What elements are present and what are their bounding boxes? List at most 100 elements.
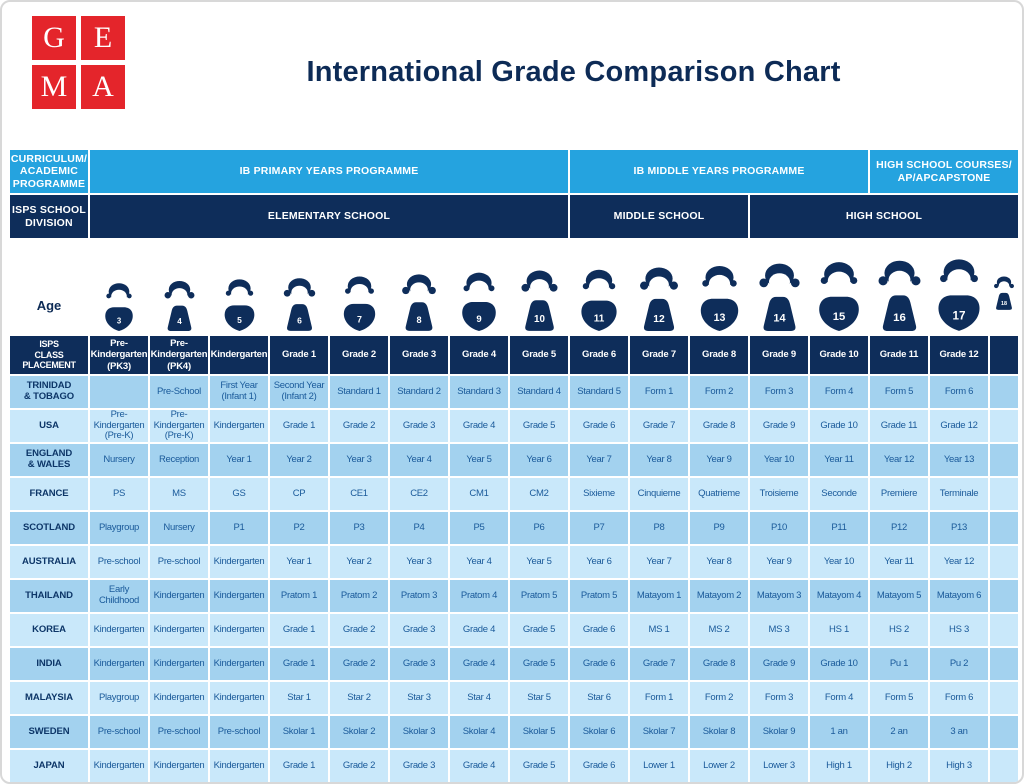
- grade-cell-cutoff: [990, 648, 1018, 680]
- grade-cell: Star 6: [570, 682, 628, 714]
- gema-logo: G E M A: [32, 16, 125, 109]
- class-placement-cell: Grade 8: [690, 336, 748, 374]
- grade-cell: Pre-school: [210, 716, 268, 748]
- grade-cell: Form 3: [750, 682, 808, 714]
- grade-cell: MS 2: [690, 614, 748, 646]
- grade-cell: Grade 5: [510, 750, 568, 782]
- country-label: TRINIDAD & TOBAGO: [10, 376, 88, 408]
- grade-cell: Grade 4: [450, 614, 508, 646]
- class-placement-cell: Pre- Kindergarten (PK4): [150, 336, 208, 374]
- grade-cell: Year 3: [330, 444, 388, 476]
- grade-cell: Matayom 2: [690, 580, 748, 612]
- grade-cell: MS: [150, 478, 208, 510]
- grade-cell: Kindergarten: [90, 614, 148, 646]
- age-icon-slot: 18: [990, 253, 1018, 336]
- grade-cell: Year 12: [930, 546, 988, 578]
- svg-text:13: 13: [713, 312, 725, 324]
- grade-cell: Skolar 9: [750, 716, 808, 748]
- grade-cell: Grade 2: [330, 614, 388, 646]
- grade-cell: Grade 9: [750, 410, 808, 442]
- grade-cell: Year 8: [630, 444, 688, 476]
- class-placement-cell: Grade 1: [270, 336, 328, 374]
- grade-cell: High 1: [810, 750, 868, 782]
- grade-cell: Kindergarten: [210, 580, 268, 612]
- grade-cell: Pre- Kindergarten (Pre-K): [90, 409, 148, 442]
- grade-cell: Kindergarten: [210, 682, 268, 714]
- grade-cell: Grade 12: [930, 410, 988, 442]
- grade-cell: Year 2: [270, 444, 328, 476]
- grade-cell: Matayom 5: [870, 580, 928, 612]
- grade-cell: P4: [390, 512, 448, 544]
- grade-cell: P13: [930, 512, 988, 544]
- class-placement-cell-cutoff: [990, 336, 1018, 374]
- grade-cell: Grade 5: [510, 648, 568, 680]
- division-band: ELEMENTARY SCHOOL: [90, 195, 568, 238]
- grade-cell: Form 5: [870, 376, 928, 408]
- grade-cell: Kindergarten: [150, 750, 208, 782]
- grade-cell-cutoff: [990, 478, 1018, 510]
- grade-cell: Form 2: [690, 682, 748, 714]
- grade-cell: Lower 2: [690, 750, 748, 782]
- grade-cell: Kindergarten: [210, 546, 268, 578]
- class-placement-cell: Grade 4: [450, 336, 508, 374]
- grade-cell: GS: [210, 478, 268, 510]
- grade-cell: Pratom 5: [510, 580, 568, 612]
- class-placement-cell: Grade 5: [510, 336, 568, 374]
- boy-child-icon: 7: [343, 276, 375, 331]
- grade-cell: Grade 8: [690, 410, 748, 442]
- grade-cell: Early Childhood: [90, 580, 148, 612]
- girl-child-icon: 8: [402, 274, 436, 331]
- grade-cell: Sixieme: [570, 478, 628, 510]
- grade-cell: Reception: [150, 444, 208, 476]
- grade-cell: P10: [750, 512, 808, 544]
- grade-cell: Grade 7: [630, 410, 688, 442]
- age-row: Age 3 4 5 6 7 8 9 10 11 12 13 14 15 16 17 18: [10, 238, 1014, 336]
- grade-cell: Kindergarten: [150, 614, 208, 646]
- grade-cell-cutoff: [990, 546, 1018, 578]
- grade-cell: Skolar 5: [510, 716, 568, 748]
- boy-child-icon: 11: [581, 269, 617, 331]
- age-icon-slot: 9: [450, 269, 508, 336]
- grade-cell: P2: [270, 512, 328, 544]
- svg-text:15: 15: [833, 311, 846, 323]
- grade-cell: Skolar 3: [390, 716, 448, 748]
- svg-text:3: 3: [117, 317, 122, 326]
- grade-cell: Skolar 8: [690, 716, 748, 748]
- boy-child-icon: 15: [819, 262, 859, 331]
- grade-cell: P7: [570, 512, 628, 544]
- grade-cell: Form 1: [630, 682, 688, 714]
- page-header: G E M A International Grade Comparison C…: [2, 2, 1022, 150]
- grade-cell: CM2: [510, 478, 568, 510]
- grade-cell: CE2: [390, 478, 448, 510]
- grade-cell: CE1: [330, 478, 388, 510]
- grade-cell: Grade 2: [330, 410, 388, 442]
- grade-cell: Year 8: [690, 546, 748, 578]
- grade-cell: Grade 1: [270, 410, 328, 442]
- grade-cell: MS 1: [630, 614, 688, 646]
- grade-cell: Year 6: [510, 444, 568, 476]
- grade-cell: High 2: [870, 750, 928, 782]
- age-icon-slot: 6: [270, 275, 328, 336]
- grade-cell: Skolar 1: [270, 716, 328, 748]
- grade-cell: Year 3: [390, 546, 448, 578]
- class-placement-label: ISPS CLASS PLACEMENT: [10, 336, 88, 374]
- division-band: MIDDLE SCHOOL: [570, 195, 748, 238]
- grade-cell: Year 1: [210, 444, 268, 476]
- country-label: ENGLAND & WALES: [10, 444, 88, 476]
- grade-cell: Pratom 3: [390, 580, 448, 612]
- placement-and-countries: ISPS CLASS PLACEMENT Pre- Kindergarten (P…: [10, 336, 1018, 782]
- boy-child-icon: 3: [105, 283, 133, 331]
- grade-cell: Second Year (Infant 2): [270, 376, 328, 408]
- svg-text:14: 14: [773, 312, 786, 324]
- grade-cell: Year 12: [870, 444, 928, 476]
- grade-cell: 3 an: [930, 716, 988, 748]
- boy-child-icon: 17: [938, 259, 980, 331]
- boy-child-icon: 13: [700, 265, 738, 331]
- grade-cell: Form 5: [870, 682, 928, 714]
- grade-cell: Cinquieme: [630, 478, 688, 510]
- grade-cell: Skolar 4: [450, 716, 508, 748]
- grade-cell: P8: [630, 512, 688, 544]
- grade-cell: Star 3: [390, 682, 448, 714]
- grade-cell: Year 9: [750, 546, 808, 578]
